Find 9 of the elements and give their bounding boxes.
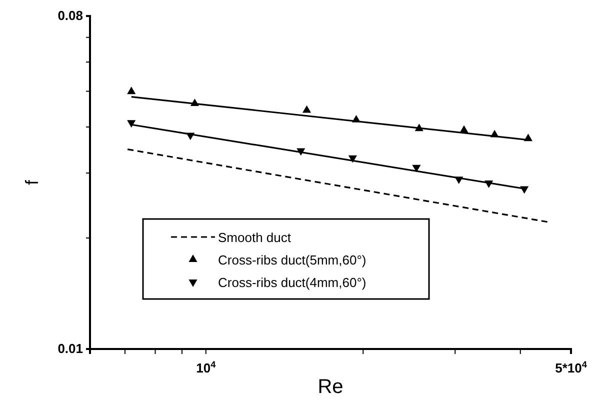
x-tick-label: 5*10$^{4}$ (555, 360, 588, 376)
x-axis-title: Re (318, 376, 344, 398)
legend-label: Cross-ribs duct(5mm,60°) (218, 252, 366, 268)
y-tick-label: 0.08 (58, 8, 83, 24)
legend-label: Smooth duct (218, 230, 292, 245)
x-tick-label: 10$^{4}$ (196, 360, 217, 376)
y-axis-title: f (22, 179, 42, 186)
y-tick-label: 0.01 (58, 341, 83, 356)
legend-label: Cross-ribs duct(4mm,60°) (218, 275, 366, 290)
